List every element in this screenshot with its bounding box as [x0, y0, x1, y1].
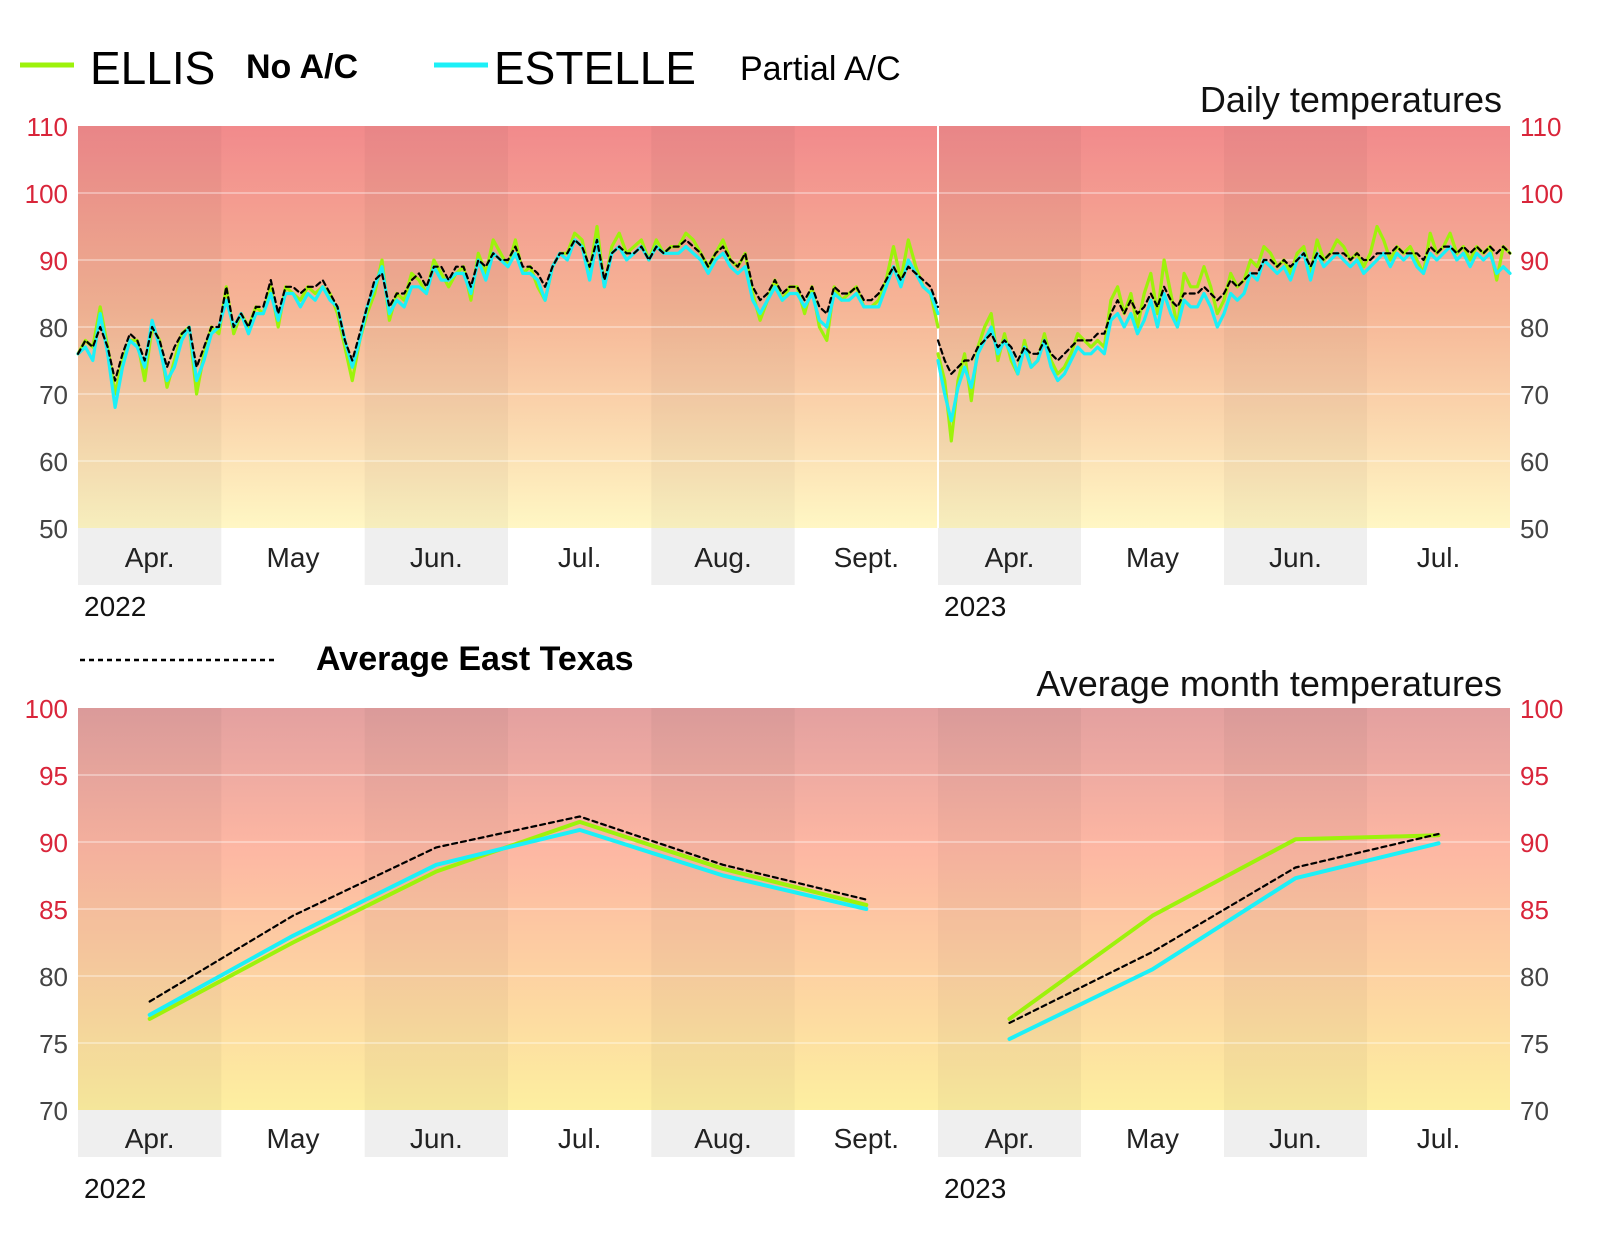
y-tick-label-right: 70: [1520, 380, 1549, 410]
y-tick-label-right: 95: [1520, 761, 1549, 791]
series-line-average: [76, 238, 940, 382]
month-tick-label: Jul.: [1417, 1123, 1461, 1154]
month-tick-label: Jun.: [410, 1123, 463, 1154]
y-tick-label-right: 90: [1520, 246, 1549, 276]
month-label-band: [938, 528, 1081, 585]
month-tick-label: Aug.: [694, 542, 752, 573]
series-line-average: [936, 245, 1512, 375]
year-label: 2023: [944, 1173, 1006, 1204]
month-label-band: [651, 528, 795, 585]
y-tick-label-right: 70: [1520, 1096, 1549, 1126]
y-tick-label-left: 70: [39, 380, 68, 410]
y-tick-label-right: 80: [1520, 962, 1549, 992]
y-tick-label-right: 75: [1520, 1029, 1549, 1059]
month-label-band: [364, 528, 508, 585]
month-tick-label: Jun.: [1269, 1123, 1322, 1154]
y-tick-label-left: 95: [39, 761, 68, 791]
y-tick-label-right: 100: [1520, 179, 1563, 209]
chart-title: Average month temperatures: [1036, 663, 1502, 704]
monthly-temperatures-panel: Apr. May Jun. Jul. Aug. Sept. 2022 Apr. May Jun. J…: [25, 663, 1564, 1204]
y-tick-label-right: 80: [1520, 313, 1549, 343]
year-label: 2023: [944, 591, 1006, 622]
series-line-estelle: [936, 245, 1512, 423]
month-label-band: [1224, 1110, 1367, 1157]
series-line-ellis: [1007, 833, 1441, 1021]
month-tick-label: Jul.: [1417, 542, 1461, 573]
month-label-band: [1224, 528, 1367, 585]
month-tick-label: Jul.: [558, 542, 602, 573]
legend-estelle-name: ESTELLE: [494, 42, 696, 94]
month-tick-label: Sept.: [834, 542, 899, 573]
month-tick-label: May: [267, 1123, 320, 1154]
y-tick-label-right: 110: [1520, 112, 1561, 142]
series-line-estelle: [1007, 841, 1441, 1041]
month-tick-label: Apr.: [125, 542, 175, 573]
y-tick-label-right: 100: [1520, 694, 1563, 724]
month-tick-label: Apr.: [125, 1123, 175, 1154]
month-tick-label: Apr.: [985, 1123, 1035, 1154]
daily-temperatures-panel: Apr. May Jun. Jul. Aug. Sept. 2022 Apr. May Jun. J…: [25, 79, 1564, 622]
y-tick-label-left: 70: [39, 1096, 68, 1126]
month-tick-label: Jun.: [1269, 542, 1322, 573]
month-label-band: [78, 1110, 222, 1157]
month-tick-label: Jul.: [558, 1123, 602, 1154]
y-tick-label-left: 75: [39, 1029, 68, 1059]
month-tick-label: May: [1126, 1123, 1179, 1154]
month-tick-label: Sept.: [834, 1123, 899, 1154]
legend-ellis-note: No A/C: [246, 48, 358, 86]
month-label-band: [938, 1110, 1081, 1157]
y-tick-label-right: 50: [1520, 514, 1549, 544]
legend: ELLIS No A/C ESTELLE Partial A/C Average…: [20, 42, 901, 678]
y-tick-label-left: 60: [39, 447, 68, 477]
month-tick-label: Jun.: [410, 542, 463, 573]
y-tick-label-left: 100: [25, 179, 68, 209]
legend-ellis-name: ELLIS: [90, 42, 215, 94]
y-tick-label-left: 100: [25, 694, 68, 724]
legend-estelle-note: Partial A/C: [740, 50, 901, 88]
month-label-band: [364, 1110, 508, 1157]
month-tick-label: Apr.: [985, 542, 1035, 573]
y-tick-label-right: 60: [1520, 447, 1549, 477]
series-line-estelle: [147, 827, 869, 1017]
y-tick-label-right: 90: [1520, 828, 1549, 858]
month-label-band: [651, 1110, 795, 1157]
y-tick-label-left: 110: [27, 112, 68, 142]
series-line-average: [148, 815, 868, 1003]
y-tick-label-left: 90: [39, 828, 68, 858]
y-tick-label-left: 80: [39, 962, 68, 992]
month-tick-label: May: [267, 542, 320, 573]
year-label: 2022: [84, 591, 146, 622]
y-tick-label-left: 90: [39, 246, 68, 276]
month-tick-label: May: [1126, 542, 1179, 573]
y-tick-label-left: 80: [39, 313, 68, 343]
chart-title: Daily temperatures: [1200, 79, 1502, 120]
month-label-band: [78, 528, 222, 585]
y-tick-label-right: 85: [1520, 895, 1549, 925]
month-tick-label: Aug.: [694, 1123, 752, 1154]
legend-average-name: Average East Texas: [316, 640, 634, 678]
y-tick-label-left: 85: [39, 895, 68, 925]
year-label: 2022: [84, 1173, 146, 1204]
y-tick-label-left: 50: [39, 514, 68, 544]
series-line-average: [1008, 832, 1440, 1024]
